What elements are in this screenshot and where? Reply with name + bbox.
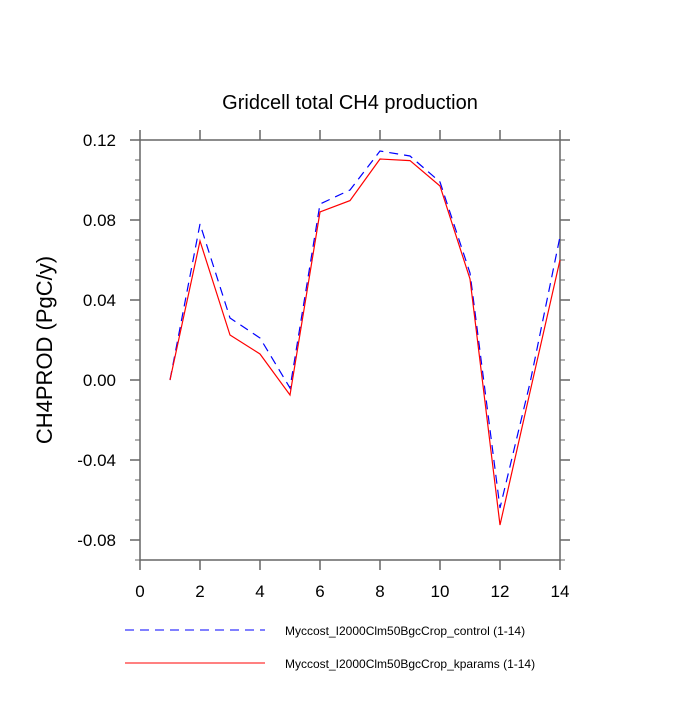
x-tick-label: 6 — [315, 582, 324, 601]
chart-title: Gridcell total CH4 production — [222, 92, 478, 114]
x-tick-label: 14 — [551, 582, 570, 601]
x-tick-label: 10 — [431, 582, 450, 601]
y-tick-label: -0.04 — [77, 451, 116, 470]
y-tick-label: 0.12 — [83, 131, 116, 150]
x-tick-label: 0 — [135, 582, 144, 601]
series-line-1 — [170, 159, 560, 525]
x-tick-label: 12 — [491, 582, 510, 601]
legend-label-0: Myccost_I2000Clm50BgcCrop_control (1-14) — [285, 624, 525, 638]
x-tick-label: 8 — [375, 582, 384, 601]
y-tick-label: 0.04 — [83, 291, 116, 310]
y-axis-label: CH4PROD (PgC/y) — [32, 256, 57, 444]
y-tick-label: 0.00 — [83, 371, 116, 390]
legend-label-1: Myccost_I2000Clm50BgcCrop_kparams (1-14) — [285, 657, 535, 671]
y-tick-label: 0.08 — [83, 211, 116, 230]
x-tick-label: 4 — [255, 582, 264, 601]
y-tick-label: -0.08 — [77, 531, 116, 550]
x-tick-label: 2 — [195, 582, 204, 601]
